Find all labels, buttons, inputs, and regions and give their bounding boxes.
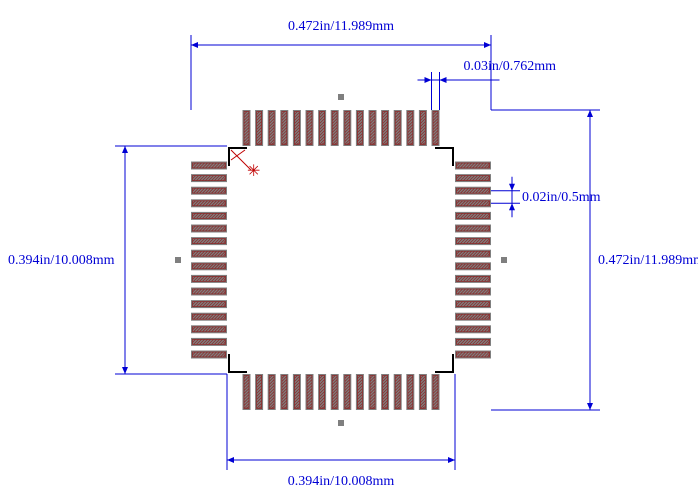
dim-pad-length: 0.03in/0.762mm	[464, 59, 557, 74]
pin1-marker: ✳	[247, 163, 260, 180]
dim-pad-pitch: 0.02in/0.5mm	[522, 190, 601, 205]
dim-outer-height: 0.472in/11.989mm	[598, 253, 698, 268]
dim-inner-height: 0.394in/10.008mm	[8, 253, 115, 268]
dim-inner-width: 0.394in/10.008mm	[288, 474, 395, 489]
dim-outer-width: 0.472in/11.989mm	[288, 19, 394, 34]
